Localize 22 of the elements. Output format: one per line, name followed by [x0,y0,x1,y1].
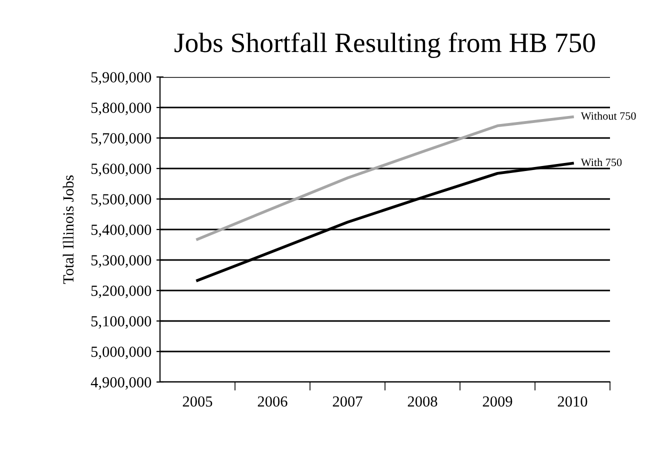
y-tick-label: 5,500,000 [91,194,152,207]
y-tick-label: 5,100,000 [91,316,152,329]
x-tick-label: 2008 [408,396,438,407]
x-tick-label: 2007 [332,396,362,407]
y-tick-label: 5,800,000 [91,102,152,116]
series-label: With 750 [580,158,622,166]
x-tick-label: 2010 [558,396,588,407]
y-tick-label: 5,000,000 [91,346,152,360]
y-tick-label: 5,900,000 [91,72,152,85]
y-tick-label: 4,900,000 [90,377,152,390]
y-tick-label: 5,400,000 [91,224,152,238]
x-tick-label: 2009 [482,396,512,407]
y-tick-label: 5,700,000 [91,133,152,146]
chart-title: Jobs Shortfall Resulting from HB 750 [174,32,595,58]
x-tick-label: 2006 [258,396,288,407]
y-tick-label: 5,600,000 [91,164,152,176]
series-label: Without 750 [580,112,636,120]
y-axis-title: Total Illinois Jobs [62,175,74,284]
y-tick-label: 5,300,000 [91,255,152,268]
y-tick-label: 5,200,000 [91,286,152,298]
line-series [196,116,574,241]
x-tick-label: 2005 [182,396,212,407]
